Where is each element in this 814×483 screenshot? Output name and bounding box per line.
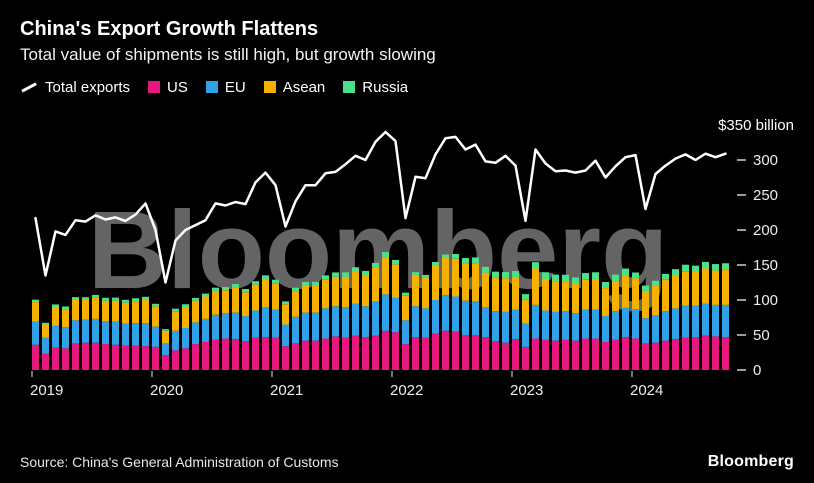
legend-label: EU xyxy=(224,78,246,96)
chart-subtitle: Total value of shipments is still high, … xyxy=(20,45,436,64)
svg-text:2022: 2022 xyxy=(390,382,423,399)
svg-text:50: 50 xyxy=(753,327,770,344)
svg-text:2020: 2020 xyxy=(150,382,183,399)
svg-text:300: 300 xyxy=(753,152,778,169)
svg-text:250: 250 xyxy=(753,187,778,204)
legend-label: Russia xyxy=(362,78,409,96)
legend-label: US xyxy=(167,78,188,96)
chart-legend: Total exports US EU Asean Russia xyxy=(20,74,794,100)
asean-swatch-icon xyxy=(263,81,276,93)
legend-item-asean: Asean xyxy=(263,78,326,96)
bloomberg-logo: Bloomberg xyxy=(707,453,794,470)
source-text: Source: China's General Administration o… xyxy=(20,454,339,470)
us-swatch-icon xyxy=(148,81,161,93)
russia-swatch-icon xyxy=(343,81,356,93)
legend-item-total-exports: Total exports xyxy=(20,79,130,96)
legend-label: Asean xyxy=(282,78,326,96)
legend-item-eu: EU xyxy=(205,78,246,96)
eu-swatch-icon xyxy=(205,81,218,93)
legend-item-russia: Russia xyxy=(343,79,408,96)
svg-text:200: 200 xyxy=(753,222,778,239)
footer: Source: China's General Administration o… xyxy=(20,453,794,471)
legend-item-us: US xyxy=(148,79,188,96)
svg-text:2019: 2019 xyxy=(30,382,63,399)
svg-text:2023: 2023 xyxy=(510,382,543,399)
svg-text:2021: 2021 xyxy=(270,382,303,399)
svg-text:100: 100 xyxy=(753,292,778,309)
svg-text:2024: 2024 xyxy=(630,382,663,399)
line-marker-icon xyxy=(20,81,38,93)
svg-text:$350 billion: $350 billion xyxy=(718,117,794,134)
legend-label: Total exports xyxy=(45,78,131,96)
chart-area: Bloomberg 0 50 100 150 200 250 300 $350 billion 2… xyxy=(20,102,794,437)
chart-title: China's Export Growth Flattens xyxy=(20,18,319,40)
svg-text:150: 150 xyxy=(753,257,778,274)
svg-text:0: 0 xyxy=(753,362,761,379)
